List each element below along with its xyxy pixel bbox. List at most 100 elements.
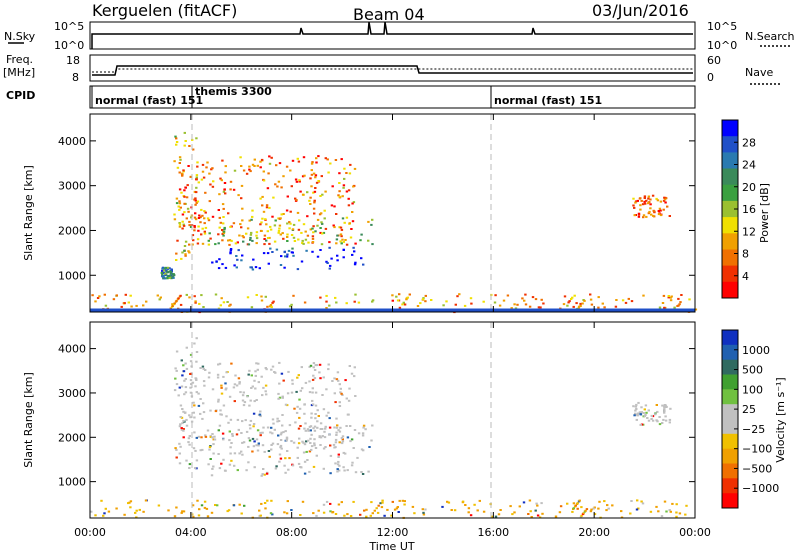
range-cell (328, 304, 331, 307)
range-cell (270, 306, 273, 309)
range-cell (298, 219, 301, 222)
range-cell (478, 499, 481, 502)
freq-right-tick-bottom: 0 (707, 71, 714, 84)
range-cell (180, 257, 183, 260)
range-cell (156, 294, 159, 297)
range-cell (467, 507, 471, 510)
range-cell (518, 505, 521, 508)
range-cell (339, 426, 342, 429)
range-cell (254, 370, 257, 373)
range-cell (338, 401, 341, 404)
range-cell (461, 500, 465, 503)
range-cell (335, 301, 338, 304)
range-cell (240, 259, 243, 262)
range-cell (178, 442, 181, 445)
range-cell (199, 449, 202, 452)
x-tick-label: 12:00 (377, 526, 409, 539)
range-cell (248, 219, 251, 222)
range-cell (279, 439, 283, 441)
range-cell (94, 514, 97, 517)
power-colorbar-label: Power [dB] (758, 183, 771, 243)
range-cell (229, 446, 232, 449)
range-cell (579, 302, 582, 305)
range-cell (371, 299, 375, 302)
range-cell (445, 300, 448, 303)
range-cell (255, 362, 258, 365)
colorbar-tick-label: 12 (742, 225, 756, 238)
range-cell (269, 247, 272, 250)
range-cell (189, 353, 193, 356)
range-cell (226, 510, 229, 513)
range-cell (288, 457, 291, 460)
range-cell (260, 221, 263, 224)
range-cell (620, 510, 623, 513)
range-cell (175, 506, 178, 509)
colorbar-swatch (722, 493, 738, 509)
range-cell (291, 159, 295, 162)
range-cell (571, 510, 574, 513)
range-cell (360, 471, 363, 473)
range-cell (194, 199, 197, 202)
range-cell (338, 469, 341, 472)
range-cell (211, 261, 214, 264)
range-cell (663, 198, 667, 201)
range-cell (446, 500, 449, 503)
range-cell (558, 511, 562, 514)
range-cell (224, 192, 227, 195)
range-cell (247, 437, 251, 440)
range-cell (303, 301, 307, 304)
range-cell (167, 509, 170, 512)
range-cell (347, 399, 351, 402)
range-cell (285, 436, 289, 439)
range-cell (238, 503, 241, 506)
range-cell (162, 268, 166, 270)
range-cell (170, 268, 173, 271)
range-cell (354, 293, 357, 296)
range-cell (195, 337, 198, 340)
range-cell (405, 298, 408, 301)
range-cell (335, 417, 338, 420)
range-cell (219, 221, 222, 224)
range-cell (252, 445, 256, 448)
range-cell (324, 190, 327, 193)
colorbar-swatch (722, 200, 738, 218)
range-cell (661, 302, 665, 304)
range-cell (647, 197, 650, 200)
range-cell (207, 243, 211, 246)
range-cell (541, 512, 544, 515)
range-cell (263, 473, 266, 476)
x-tick-label: 00:00 (679, 526, 711, 539)
range-cell (270, 156, 273, 159)
range-cell (280, 186, 283, 189)
range-cell (574, 504, 577, 507)
range-cell (195, 360, 198, 363)
range-cell (217, 453, 220, 455)
range-cell (238, 234, 241, 237)
range-cell (162, 277, 165, 280)
range-cell (313, 429, 317, 432)
range-cell (290, 185, 293, 188)
range-cell (403, 500, 406, 503)
range-cell (192, 515, 195, 518)
range-cell (297, 160, 301, 163)
colorbar-tick-label: −25 (742, 423, 765, 436)
range-cell (251, 450, 254, 453)
range-cell (363, 509, 366, 512)
range-cell (213, 435, 216, 438)
range-cell (200, 233, 203, 236)
range-cell (352, 447, 355, 449)
range-cell (317, 509, 320, 512)
range-cell (499, 509, 502, 511)
range-cell (194, 218, 198, 221)
range-cell (319, 227, 322, 229)
range-cell (188, 251, 191, 254)
range-cell (662, 294, 666, 297)
range-cell (210, 511, 214, 514)
range-cell (349, 425, 352, 427)
range-cell (183, 211, 186, 214)
range-cell (669, 510, 672, 513)
range-cell (338, 190, 341, 193)
y-tick-label: 1000 (58, 476, 86, 489)
range-cell (652, 214, 655, 217)
range-cell (192, 401, 195, 404)
